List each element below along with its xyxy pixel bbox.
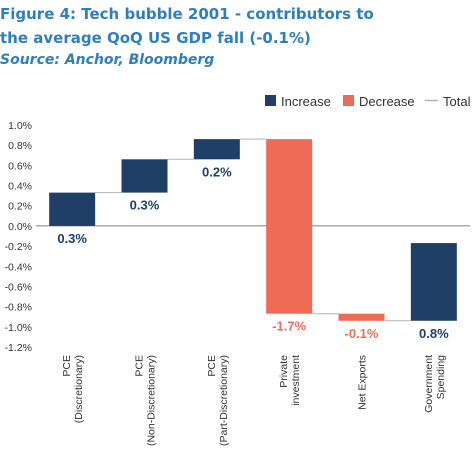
category-label-line: (Non-Discretionary) <box>146 355 158 446</box>
legend-label: Total <box>443 94 471 109</box>
waterfall-bar <box>193 139 240 160</box>
category-label: Government Spending <box>423 355 447 413</box>
y-tick-label: -0.2% <box>5 241 32 253</box>
y-tick-label: 0.4% <box>8 181 32 193</box>
data-label: 0.3% <box>57 231 87 246</box>
y-tick-label: -1.0% <box>5 322 32 334</box>
waterfall-bar <box>266 139 313 314</box>
data-label: -0.1% <box>345 326 379 341</box>
category-label-line: investment <box>290 355 302 406</box>
y-tick-label: -0.4% <box>5 261 32 273</box>
category-label: Net Exports <box>357 355 369 410</box>
legend-swatch <box>343 95 354 106</box>
data-label: 0.3% <box>130 198 160 213</box>
category-label-line: PCE <box>134 355 146 377</box>
category-label-line: PCE <box>61 355 73 377</box>
category-label-line: PCE <box>206 355 218 377</box>
category-label-line: Government <box>423 355 435 413</box>
legend-label: Increase <box>281 94 331 109</box>
category-label: Private investment <box>278 355 302 406</box>
category-label-line: Spending <box>435 355 447 400</box>
waterfall-bar <box>49 192 96 226</box>
category-label: PCE (Non-Discretionary) <box>134 355 158 446</box>
y-tick-label: 0.8% <box>8 140 32 152</box>
category-label-line: Private <box>278 355 290 388</box>
chart-title: Figure 4: Tech bubble 2001 - contributor… <box>0 5 374 47</box>
waterfall-bar <box>410 243 457 321</box>
category-label: PCE (Part-Discretionary) <box>206 355 230 446</box>
y-tick-label: -0.6% <box>5 281 32 293</box>
y-tick-label: 0.0% <box>8 221 32 233</box>
category-label-line: (Discretionary) <box>73 355 85 423</box>
waterfall-bar <box>338 313 385 321</box>
data-label: 0.8% <box>419 326 449 341</box>
y-tick-label: 0.2% <box>8 201 32 213</box>
category-label: PCE (Discretionary) <box>61 355 85 423</box>
chart-source: Source: Anchor, Bloomberg <box>0 52 215 68</box>
category-label-line: Net Exports <box>357 355 369 410</box>
y-tick-label: 0.6% <box>8 160 32 172</box>
legend-swatch <box>265 95 276 106</box>
data-label: -1.7% <box>272 319 306 334</box>
y-tick-label: 1.0% <box>8 120 32 132</box>
y-tick-label: -0.8% <box>5 302 32 314</box>
y-tick-label: -1.2% <box>5 342 32 354</box>
category-label-line: (Part-Discretionary) <box>218 355 230 446</box>
legend-label: Decrease <box>359 94 415 109</box>
waterfall-bar <box>121 159 168 193</box>
data-label: 0.2% <box>202 164 232 179</box>
